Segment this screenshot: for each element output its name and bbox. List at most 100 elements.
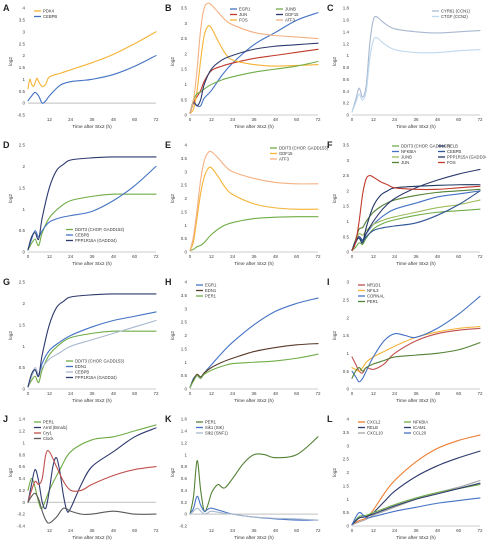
y-tick-label: 0.8 — [19, 452, 26, 457]
series-line — [189, 507, 319, 521]
y-tick-label: 0 — [346, 387, 349, 392]
y-axis-label: log2 — [170, 57, 176, 66]
series-line — [27, 293, 157, 388]
x-tick-label: 48 — [111, 254, 117, 259]
series-line — [189, 495, 319, 521]
panel-i: I 0 0.5 1 1.5 2 2.5 3 0 12 24 36 48 60 72 log2 Time afte… — [327, 277, 483, 404]
legend-label: RELB — [367, 425, 378, 430]
x-tick-label: 72 — [153, 254, 159, 259]
y-tick-label: 0.5 — [343, 234, 350, 239]
y-tick-label: 4 — [184, 143, 187, 148]
series-line — [27, 424, 157, 510]
x-tick-label: 48 — [111, 391, 117, 396]
y-axis-label: log2 — [332, 194, 338, 203]
series-line — [351, 497, 481, 526]
panel-label: K — [165, 414, 172, 424]
panel-d: D 0 0.5 1 1.5 2 2.5 0 12 24 36 48 60 72 log2 Time after… — [3, 140, 159, 267]
y-tick-label: 0.6 — [181, 476, 188, 481]
x-tick-label: 48 — [111, 117, 117, 122]
legend-label: PPP1R15A (GADD34) — [447, 155, 486, 160]
y-tick-label: 2 — [22, 164, 25, 169]
legend-label: JUNB — [401, 155, 412, 160]
series-line — [189, 342, 319, 389]
legend-label: EGR1 — [205, 283, 217, 288]
series-line — [189, 150, 319, 252]
legend-label: PER1 — [43, 420, 55, 425]
x-axis-label: Time after Stx2 (h) — [72, 124, 112, 130]
x-axis-label: Time after Stx2 (h) — [72, 261, 112, 267]
y-tick-label: 2.5 — [19, 41, 26, 46]
y-tick-label: 4 — [346, 417, 349, 422]
x-tick-label: 24 — [230, 391, 236, 396]
series-line — [189, 353, 319, 389]
y-tick-label: 0.5 — [343, 510, 350, 515]
y-tick-label: 1 — [346, 351, 349, 356]
y-tick-label: 3 — [346, 443, 349, 448]
x-tick-label: 72 — [315, 254, 321, 259]
x-tick-label: 36 — [89, 254, 95, 259]
legend-label: CEBPB — [75, 233, 89, 238]
series-line — [351, 326, 481, 372]
series-line — [351, 327, 481, 374]
x-tick-label: 60 — [132, 391, 138, 396]
x-tick-label: 36 — [251, 117, 257, 122]
x-tick-label: 48 — [435, 528, 441, 533]
y-tick-label: 1 — [22, 344, 25, 349]
legend-label: Arntl (Bmal1) — [43, 425, 68, 430]
panel-label: H — [165, 277, 172, 287]
panel-label: A — [3, 3, 10, 13]
x-tick-label: 36 — [413, 391, 419, 396]
legend-label: EDN1 — [205, 288, 217, 293]
x-tick-label: 24 — [230, 254, 236, 259]
x-tick-label: 0 — [189, 254, 192, 259]
y-axis-label: log2 — [170, 194, 176, 203]
series-line — [351, 482, 481, 526]
y-tick-label: 0.5 — [181, 373, 188, 378]
series-line — [27, 330, 157, 388]
y-tick-label: 0 — [22, 500, 25, 505]
panel-k: K -0.2 0 0.2 0.4 0.6 0.8 1 1.2 1.4 1.6 12 24 36 48 60 72… — [165, 414, 321, 541]
legend-label: PER1 — [205, 420, 217, 425]
y-tick-label: 2.5 — [343, 297, 350, 302]
x-tick-label: 12 — [371, 254, 377, 259]
y-tick-label: 0.8 — [181, 464, 188, 469]
x-axis-label: Time after Stx2 (h) — [234, 398, 274, 404]
y-tick-label: 0 — [184, 113, 187, 118]
x-tick-label: 24 — [230, 528, 236, 533]
y-tick-label: 2 — [346, 470, 349, 475]
series-line — [189, 216, 319, 252]
series-line — [351, 184, 481, 252]
y-tick-label: 0 — [346, 250, 349, 255]
x-tick-label: 12 — [47, 528, 53, 533]
legend-label: CXCL10 — [367, 431, 383, 436]
y-tick-label: 3 — [184, 21, 187, 26]
legend-label: CXCL2 — [367, 420, 381, 425]
x-tick-label: 72 — [477, 254, 483, 259]
series-line — [27, 193, 157, 251]
x-tick-label: 0 — [27, 254, 30, 259]
y-tick-label: 3 — [184, 169, 187, 174]
x-tick-label: 12 — [209, 528, 215, 533]
y-tick-label: -0.5 — [17, 113, 25, 118]
x-tick-label: 0 — [189, 117, 192, 122]
y-axis-label: log2 — [170, 331, 176, 340]
y-tick-label: 2 — [184, 51, 187, 56]
y-tick-label: 1.4 — [19, 417, 26, 422]
y-tick-label: 0.5 — [343, 369, 350, 374]
x-axis-label: Time after Stx2 (h) — [396, 535, 436, 541]
x-tick-label: 48 — [273, 117, 279, 122]
series-line — [351, 36, 481, 113]
panel-j: J -0.4 -0.2 0 0.2 0.4 0.6 0.8 1 1.2 1.4 12 24 36 48 60 7… — [3, 414, 159, 541]
x-tick-label: 12 — [47, 117, 53, 122]
y-tick-label: 2.5 — [343, 173, 350, 178]
series-line — [351, 295, 481, 383]
series-line — [189, 436, 319, 515]
y-tick-label: 0 — [346, 524, 349, 529]
series-line — [189, 2, 319, 115]
legend-label: CEBPB — [75, 370, 89, 375]
legend-label: FOS — [239, 18, 248, 23]
y-tick-label: 1.5 — [343, 204, 350, 209]
y-tick-label: 2.5 — [181, 320, 188, 325]
x-tick-label: 60 — [456, 528, 462, 533]
